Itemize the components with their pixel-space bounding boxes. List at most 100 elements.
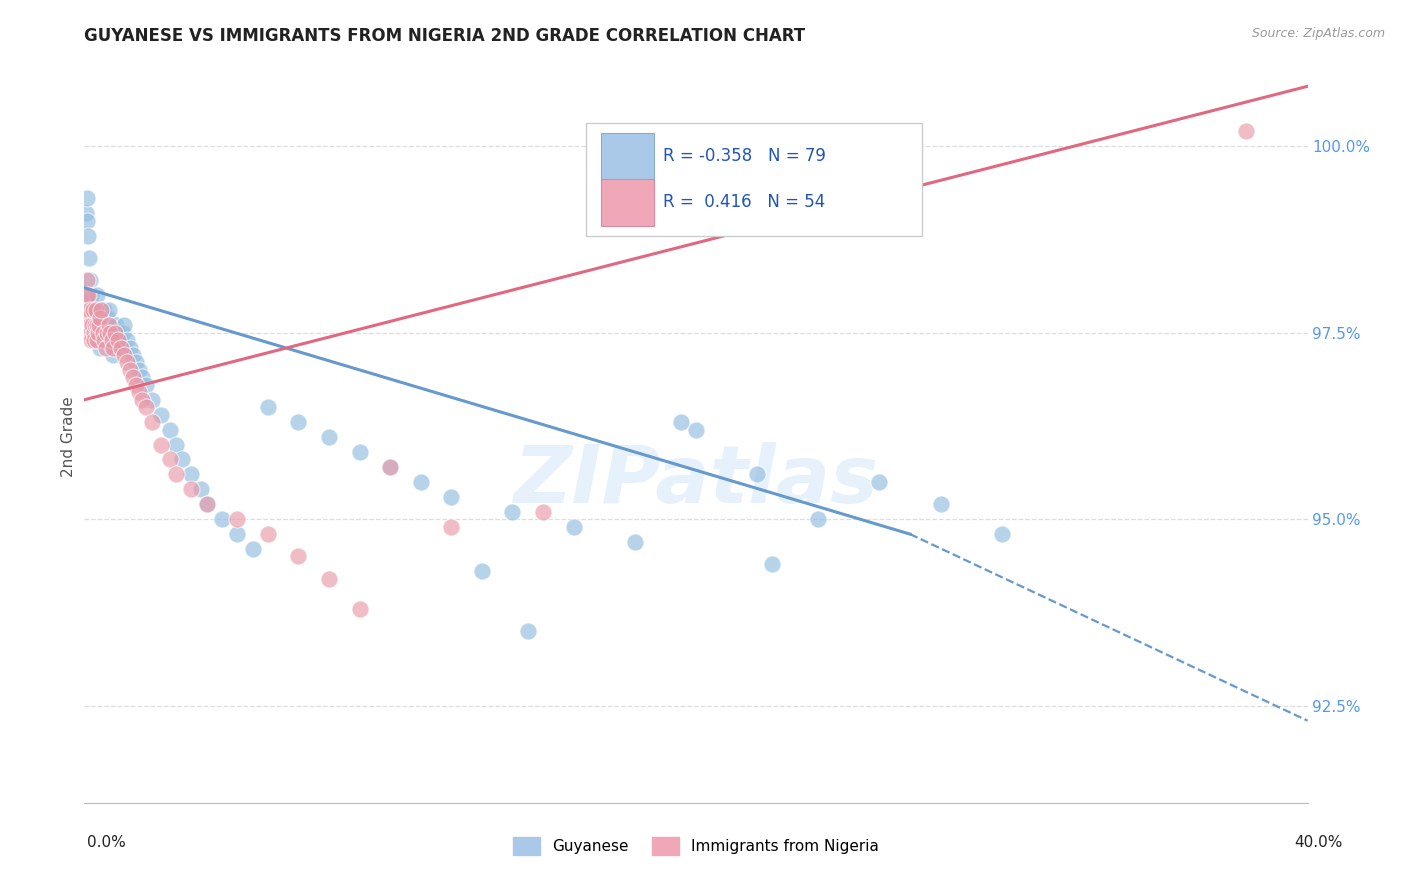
Point: [180, 467, 202, 482]
Point: [112, 348, 135, 362]
Point: [94, 318, 117, 332]
Point: [869, 475, 891, 489]
Point: [211, 512, 233, 526]
Point: [226, 512, 249, 526]
Point: [98, 326, 121, 340]
Point: [86, 310, 108, 325]
Point: [91, 326, 114, 340]
Point: [440, 490, 463, 504]
Point: [128, 385, 150, 400]
Point: [86, 288, 108, 302]
Point: [110, 341, 132, 355]
Point: [128, 363, 150, 377]
Point: [86, 318, 108, 332]
Point: [135, 401, 157, 415]
Point: [77, 228, 100, 243]
Text: ZIPatlas: ZIPatlas: [513, 442, 879, 520]
Point: [165, 467, 187, 482]
Point: [180, 483, 202, 497]
Point: [96, 326, 118, 340]
Point: [287, 415, 309, 429]
Point: [77, 251, 100, 265]
FancyBboxPatch shape: [586, 122, 922, 235]
Text: R = -0.358   N = 79: R = -0.358 N = 79: [664, 147, 825, 165]
Point: [98, 326, 121, 340]
Point: [89, 310, 111, 325]
Point: [107, 326, 129, 340]
Point: [685, 423, 707, 437]
Point: [91, 318, 114, 332]
FancyBboxPatch shape: [600, 179, 654, 226]
Point: [991, 527, 1014, 541]
Point: [115, 333, 138, 347]
Point: [141, 415, 163, 429]
Point: [120, 363, 142, 377]
Point: [91, 326, 114, 340]
Point: [96, 326, 118, 340]
Point: [149, 437, 172, 451]
Text: GUYANESE VS IMMIGRANTS FROM NIGERIA 2ND GRADE CORRELATION CHART: GUYANESE VS IMMIGRANTS FROM NIGERIA 2ND …: [84, 27, 806, 45]
Point: [79, 318, 101, 332]
Point: [135, 377, 157, 392]
Point: [108, 333, 131, 347]
Point: [761, 557, 783, 571]
Point: [257, 527, 280, 541]
Point: [87, 318, 110, 332]
Point: [172, 452, 194, 467]
Point: [83, 326, 105, 340]
Point: [104, 326, 127, 340]
Point: [440, 519, 463, 533]
Point: [562, 519, 585, 533]
Point: [226, 527, 249, 541]
Text: Source: ZipAtlas.com: Source: ZipAtlas.com: [1251, 27, 1385, 40]
Point: [110, 341, 132, 355]
Point: [349, 445, 371, 459]
Point: [624, 534, 647, 549]
Point: [79, 273, 101, 287]
Point: [87, 326, 110, 340]
Point: [75, 206, 97, 220]
Point: [1236, 124, 1258, 138]
Point: [82, 318, 104, 332]
Point: [131, 392, 153, 407]
Point: [76, 273, 98, 287]
Point: [318, 430, 340, 444]
Point: [77, 303, 100, 318]
Point: [89, 341, 111, 355]
Point: [83, 333, 105, 347]
Point: [131, 370, 153, 384]
Point: [165, 437, 187, 451]
Point: [125, 355, 148, 369]
Point: [115, 355, 138, 369]
Text: R =  0.416   N = 54: R = 0.416 N = 54: [664, 194, 825, 211]
Point: [75, 310, 97, 325]
Point: [87, 333, 110, 347]
Point: [94, 341, 117, 355]
Point: [122, 348, 145, 362]
Point: [96, 318, 118, 332]
Point: [502, 505, 524, 519]
Point: [82, 303, 104, 318]
Point: [112, 318, 135, 332]
Point: [84, 318, 107, 332]
Point: [93, 303, 115, 318]
Point: [257, 401, 280, 415]
Point: [195, 497, 218, 511]
Point: [79, 326, 101, 340]
Point: [87, 326, 110, 340]
Point: [83, 333, 105, 347]
Point: [380, 459, 402, 474]
Point: [76, 191, 98, 205]
Point: [747, 467, 769, 482]
Point: [159, 452, 181, 467]
Point: [90, 303, 112, 318]
Point: [141, 392, 163, 407]
Point: [91, 333, 114, 347]
Point: [76, 288, 98, 302]
Point: [94, 333, 117, 347]
Point: [76, 213, 98, 227]
Point: [807, 512, 830, 526]
Point: [195, 497, 218, 511]
Point: [122, 370, 145, 384]
Point: [242, 542, 264, 557]
